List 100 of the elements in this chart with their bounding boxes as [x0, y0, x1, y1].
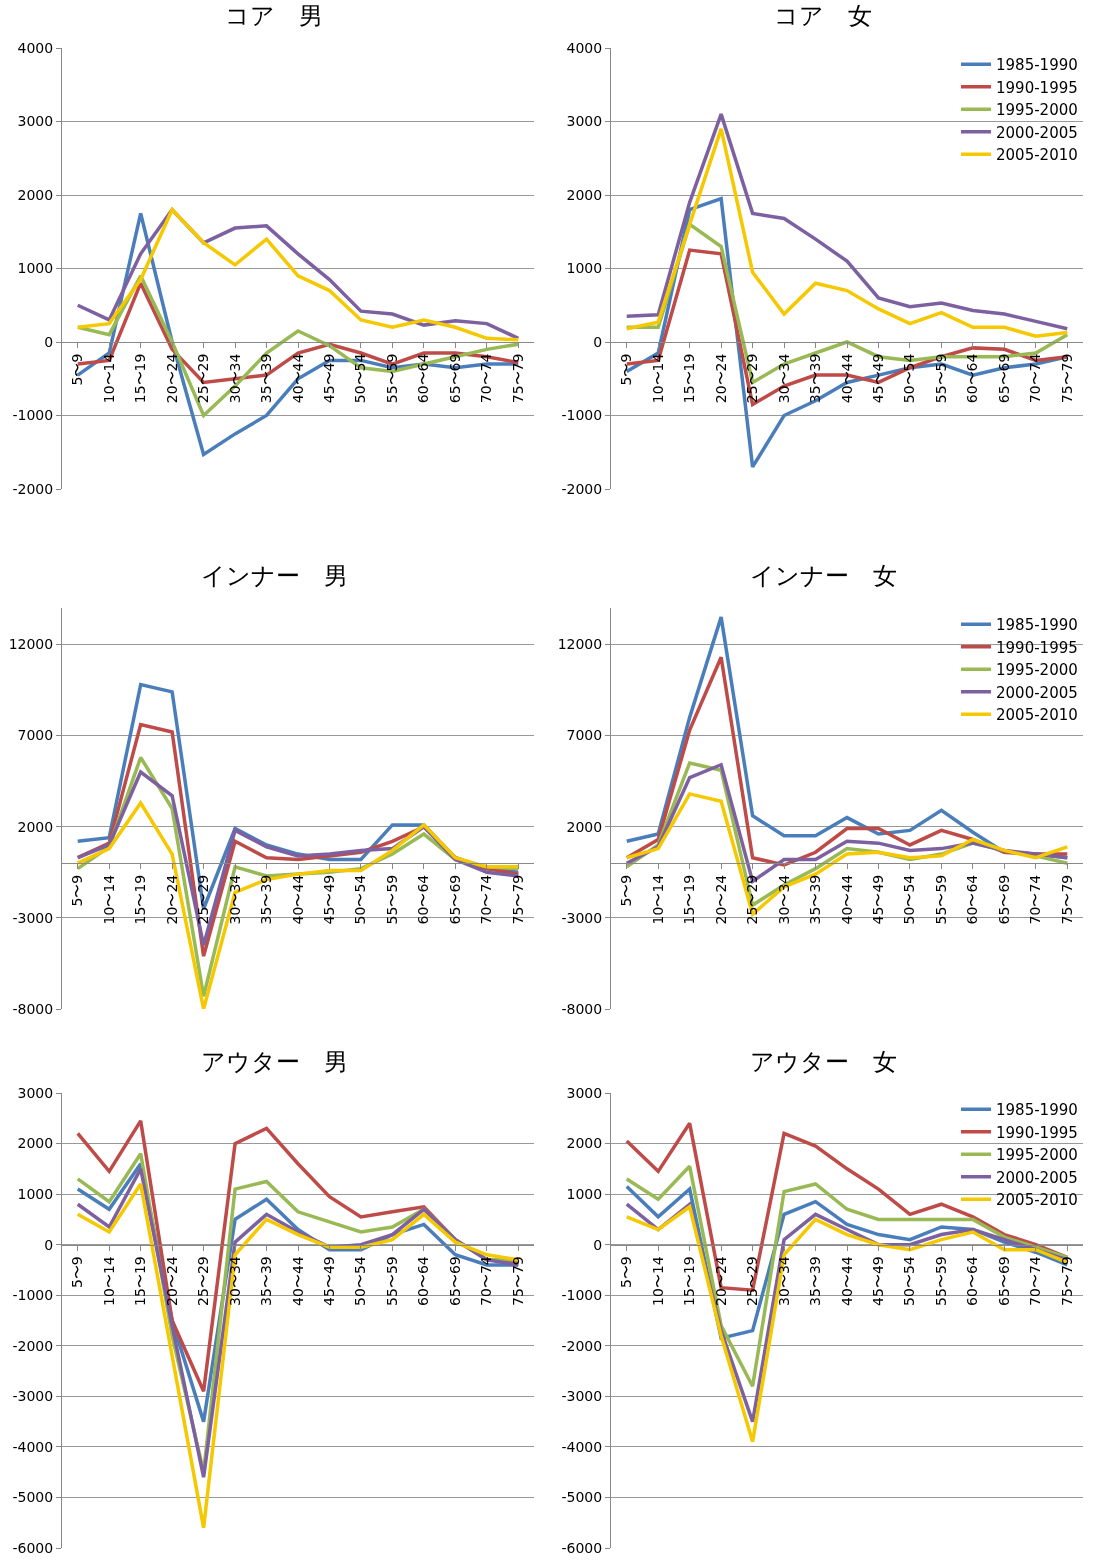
- x-tick-label: 30〜34: [775, 1256, 792, 1306]
- x-tick-label: 5〜9: [618, 1256, 635, 1289]
- x-tick-label: 20〜24: [712, 1256, 729, 1306]
- x-tick-label: 40〜44: [289, 874, 306, 925]
- legend-label: 2000-2005: [996, 123, 1078, 142]
- y-tick-label: -2000: [12, 1337, 54, 1354]
- legend-label: 1990-1995: [996, 78, 1078, 97]
- x-tick-label: 15〜19: [681, 353, 698, 404]
- x-tick-label: 20〜24: [712, 874, 729, 925]
- x-tick-label: 70〜74: [478, 874, 495, 925]
- y-tick-label: 0: [593, 1236, 603, 1253]
- x-tick-label: 15〜19: [132, 353, 149, 404]
- y-tick-label: 3000: [566, 1084, 603, 1101]
- y-tick-label: -6000: [12, 1539, 54, 1556]
- x-tick-label: 10〜14: [649, 353, 666, 404]
- y-tick-label: 2000: [566, 1135, 603, 1152]
- x-tick-label: 5〜9: [618, 874, 635, 907]
- chart-title: コア 女: [774, 2, 872, 31]
- y-tick-label: -2000: [12, 480, 54, 497]
- y-tick-label: -8000: [561, 1000, 603, 1017]
- y-tick-label: 1000: [17, 260, 54, 277]
- x-tick-label: 55〜59: [932, 353, 949, 404]
- y-tick-label: 2000: [17, 186, 54, 203]
- x-tick-label: 40〜44: [838, 1256, 855, 1306]
- x-tick-label: 70〜74: [478, 353, 495, 404]
- y-tick-label: -3000: [12, 1388, 54, 1405]
- legend-label: 1985-1990: [996, 56, 1078, 75]
- x-tick-label: 60〜64: [415, 353, 432, 404]
- x-tick-label: 15〜19: [132, 874, 149, 925]
- x-tick-label: 15〜19: [132, 1256, 149, 1306]
- x-tick-label: 30〜34: [226, 353, 243, 404]
- chart-title: インナー 女: [749, 561, 897, 590]
- x-tick-label: 30〜34: [775, 353, 792, 404]
- x-tick-label: 65〜69: [995, 874, 1012, 925]
- legend-label: 1985-1990: [996, 1101, 1078, 1120]
- y-tick-label: 0: [44, 1236, 54, 1253]
- y-tick-label: 2000: [17, 818, 54, 835]
- x-tick-label: 45〜49: [321, 353, 338, 404]
- x-tick-label: 40〜44: [289, 1256, 306, 1306]
- legend-label: 1995-2000: [996, 101, 1078, 120]
- x-tick-label: 75〜79: [509, 1256, 526, 1306]
- y-tick-label: 2000: [566, 818, 603, 835]
- legend-label: 1990-1995: [996, 1123, 1078, 1142]
- x-tick-label: 55〜59: [383, 874, 400, 925]
- legend-label: 2005-2010: [996, 146, 1078, 165]
- x-tick-label: 25〜29: [744, 1256, 761, 1306]
- x-tick-label: 40〜44: [838, 353, 855, 404]
- y-tick-label: 3000: [17, 113, 54, 130]
- x-tick-label: 45〜49: [870, 353, 887, 404]
- x-tick-label: 10〜14: [100, 874, 117, 925]
- x-tick-label: 75〜79: [509, 353, 526, 404]
- x-tick-label: 5〜9: [69, 874, 86, 907]
- x-tick-label: 35〜39: [807, 874, 824, 925]
- x-tick-label: 10〜14: [649, 1256, 666, 1306]
- y-tick-label: -2000: [561, 480, 603, 497]
- x-tick-label: 70〜74: [478, 1256, 495, 1306]
- x-tick-label: 55〜59: [932, 874, 949, 925]
- x-tick-label: 10〜14: [100, 1256, 117, 1306]
- x-tick-label: 75〜79: [509, 874, 526, 925]
- x-tick-label: 35〜39: [258, 353, 275, 404]
- x-tick-label: 15〜19: [681, 1256, 698, 1306]
- x-tick-label: 75〜79: [1058, 353, 1075, 404]
- x-tick-label: 35〜39: [258, 1256, 275, 1306]
- y-tick-label: 3000: [566, 113, 603, 130]
- x-tick-label: 55〜59: [932, 1256, 949, 1306]
- y-tick-label: -6000: [561, 1539, 603, 1556]
- x-tick-label: 60〜64: [415, 874, 432, 925]
- x-tick-label: 50〜54: [901, 353, 918, 404]
- x-tick-label: 55〜59: [383, 1256, 400, 1306]
- x-tick-label: 25〜29: [744, 353, 761, 404]
- x-tick-label: 25〜29: [744, 874, 761, 925]
- y-tick-label: 1000: [566, 1186, 603, 1203]
- x-tick-label: 45〜49: [321, 1256, 338, 1306]
- y-tick-label: 2000: [17, 1135, 54, 1152]
- y-tick-label: 4000: [566, 39, 603, 56]
- x-tick-label: 50〜54: [352, 874, 369, 925]
- y-tick-label: 3000: [17, 1084, 54, 1101]
- x-tick-label: 60〜64: [964, 353, 981, 404]
- x-tick-label: 50〜54: [352, 353, 369, 404]
- legend-label: 2000-2005: [996, 1168, 1078, 1187]
- x-tick-label: 5〜9: [69, 353, 86, 386]
- y-tick-label: 12000: [557, 636, 603, 653]
- x-tick-label: 20〜24: [163, 874, 180, 925]
- y-tick-label: -1000: [561, 1287, 603, 1304]
- x-tick-label: 20〜24: [712, 353, 729, 404]
- x-tick-label: 5〜9: [69, 1256, 86, 1289]
- x-tick-label: 60〜64: [964, 1256, 981, 1306]
- y-tick-label: -5000: [561, 1489, 603, 1506]
- y-tick-label: 0: [44, 333, 54, 350]
- y-tick-label: -3000: [561, 909, 603, 926]
- x-tick-label: 65〜69: [995, 353, 1012, 404]
- x-tick-label: 25〜29: [195, 874, 212, 925]
- x-tick-label: 10〜14: [100, 353, 117, 404]
- y-tick-label: -4000: [12, 1438, 54, 1455]
- x-tick-label: 65〜69: [446, 874, 463, 925]
- y-tick-label: 1000: [17, 1186, 54, 1203]
- x-tick-label: 35〜39: [807, 353, 824, 404]
- chart-title: コア 男: [225, 2, 323, 31]
- legend-label: 1985-1990: [996, 616, 1078, 635]
- x-tick-label: 25〜29: [195, 353, 212, 404]
